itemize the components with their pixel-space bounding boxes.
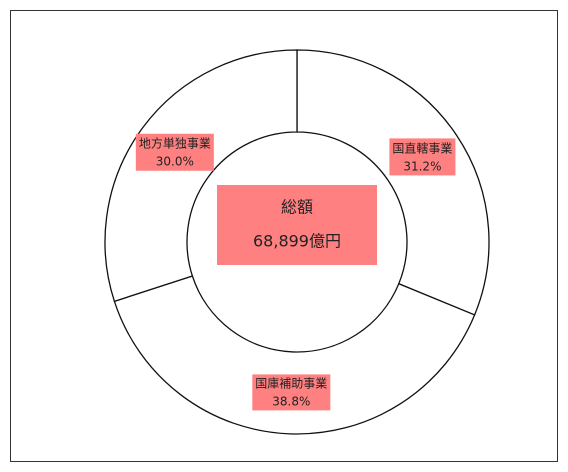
center-total: 68,899億円 xyxy=(253,232,341,251)
center-box xyxy=(217,185,377,265)
donut-segment xyxy=(296,49,490,316)
label-group: 国庫補助事業 38.8% xyxy=(252,374,331,411)
label-group: 地方単独事業 30.0% xyxy=(135,133,214,171)
label-box xyxy=(135,133,214,171)
value-label: 31.2% xyxy=(403,159,441,173)
donut-segment xyxy=(113,275,476,435)
label-group: 国直轄事業 31.2% xyxy=(389,138,456,176)
segment-label: 地方単独事業 xyxy=(139,136,211,151)
segment-label: 国庫補助事業 xyxy=(255,376,327,390)
value-label: 38.8% xyxy=(272,394,310,408)
labels: 国直轄事業 31.2% 国庫補助事業 38.8% 地方単独事業 30.0% 総額 68,899… xyxy=(135,133,456,411)
segment-label: 国直轄事業 xyxy=(392,140,452,155)
donut-segment xyxy=(104,49,298,303)
value-label: 30.0% xyxy=(156,155,194,169)
label-box xyxy=(252,374,331,411)
center-label: 総額 68,899億円 xyxy=(217,185,377,265)
label-box xyxy=(389,138,456,176)
donut xyxy=(104,49,490,435)
center-title: 総額 xyxy=(281,198,313,217)
